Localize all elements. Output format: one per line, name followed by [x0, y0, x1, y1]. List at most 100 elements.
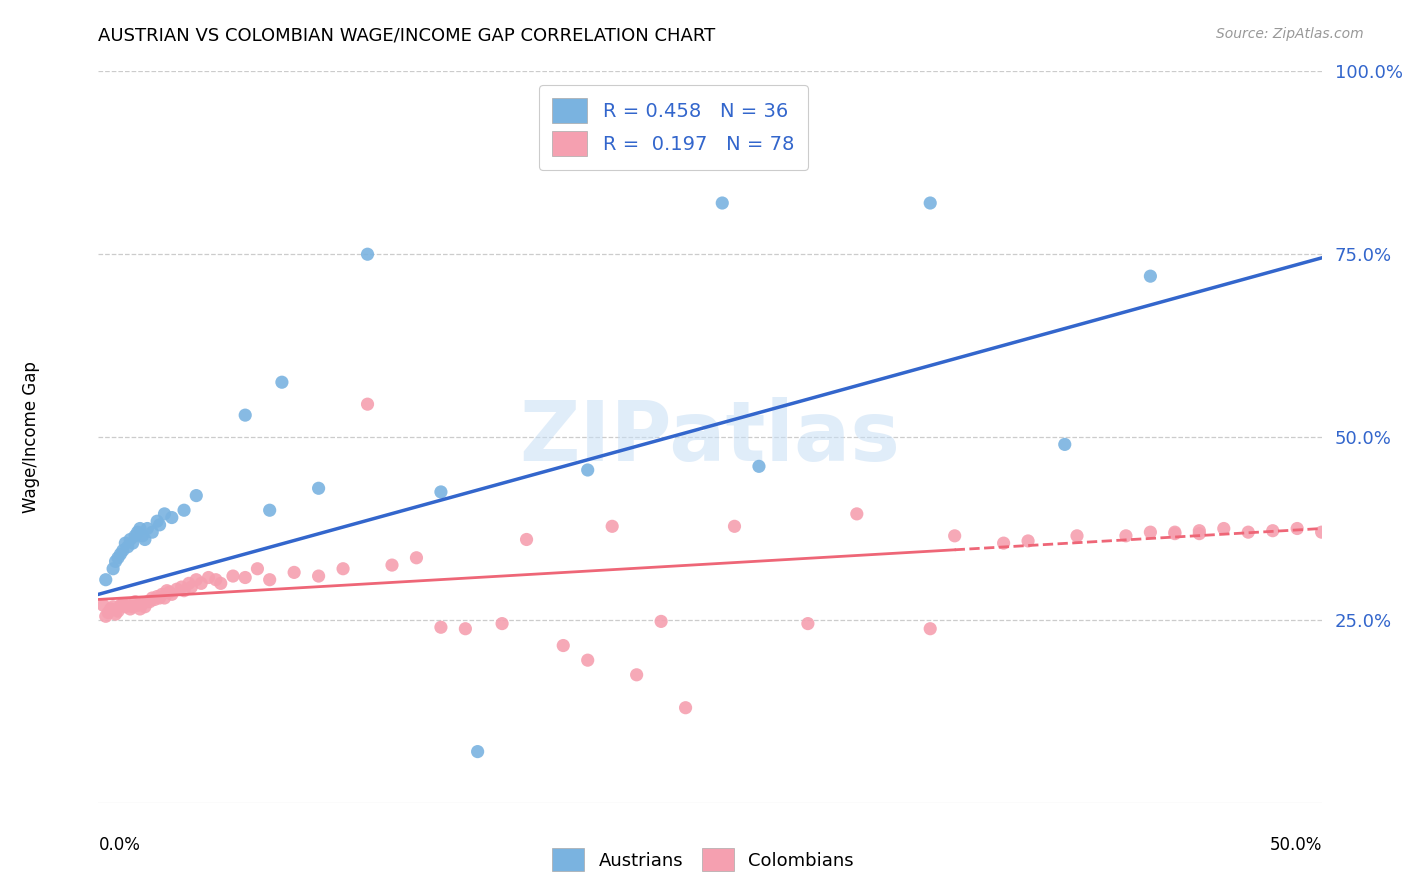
- Point: [381, 558, 404, 573]
- Point: [94, 573, 117, 587]
- Point: [1066, 529, 1088, 543]
- Point: [748, 459, 770, 474]
- Point: [160, 587, 183, 601]
- Point: [1017, 533, 1039, 548]
- Point: [124, 529, 146, 543]
- Point: [626, 667, 648, 681]
- Point: [308, 569, 330, 583]
- Point: [675, 700, 697, 714]
- Point: [134, 599, 156, 614]
- Text: AUSTRIAN VS COLOMBIAN WAGE/INCOME GAP CORRELATION CHART: AUSTRIAN VS COLOMBIAN WAGE/INCOME GAP CO…: [98, 27, 716, 45]
- Point: [107, 550, 129, 565]
- Point: [1115, 529, 1137, 543]
- Point: [308, 481, 330, 495]
- Point: [141, 525, 163, 540]
- Text: Source: ZipAtlas.com: Source: ZipAtlas.com: [1216, 27, 1364, 41]
- Point: [186, 489, 208, 503]
- Point: [553, 639, 575, 653]
- Point: [153, 591, 176, 605]
- Point: [110, 547, 132, 561]
- Point: [209, 576, 232, 591]
- Text: ZIPatlas: ZIPatlas: [520, 397, 900, 477]
- Point: [920, 622, 942, 636]
- Point: [173, 583, 195, 598]
- Point: [177, 576, 200, 591]
- Point: [157, 585, 180, 599]
- Point: [120, 602, 142, 616]
- Point: [166, 582, 188, 597]
- Point: [111, 597, 134, 611]
- Point: [104, 607, 127, 621]
- Point: [153, 507, 176, 521]
- Point: [1237, 525, 1260, 540]
- Point: [104, 554, 127, 568]
- Point: [186, 573, 208, 587]
- Point: [259, 573, 281, 587]
- Point: [136, 521, 159, 535]
- Point: [121, 599, 143, 614]
- Point: [233, 408, 256, 422]
- Point: [430, 485, 453, 500]
- Point: [101, 562, 124, 576]
- Point: [139, 594, 162, 608]
- Point: [430, 620, 453, 634]
- Point: [1310, 525, 1333, 540]
- Point: [1212, 521, 1234, 535]
- Point: [600, 519, 623, 533]
- Text: Wage/Income Gap: Wage/Income Gap: [22, 361, 41, 513]
- Point: [141, 591, 163, 605]
- Point: [283, 566, 305, 580]
- Point: [131, 597, 153, 611]
- Point: [170, 580, 193, 594]
- Text: 50.0%: 50.0%: [1270, 836, 1322, 854]
- Point: [576, 463, 599, 477]
- Point: [149, 591, 172, 605]
- Point: [356, 247, 378, 261]
- Point: [97, 606, 120, 620]
- Point: [124, 594, 146, 608]
- Point: [136, 594, 159, 608]
- Point: [845, 507, 868, 521]
- Point: [180, 580, 202, 594]
- Point: [129, 521, 152, 535]
- Point: [127, 599, 149, 613]
- Point: [150, 587, 173, 601]
- Point: [797, 616, 820, 631]
- Point: [259, 503, 281, 517]
- Point: [711, 196, 734, 211]
- Point: [943, 529, 966, 543]
- Point: [454, 622, 477, 636]
- Point: [1139, 525, 1161, 540]
- Text: 0.0%: 0.0%: [98, 836, 141, 854]
- Point: [117, 540, 139, 554]
- Point: [146, 590, 169, 604]
- Legend: R = 0.458   N = 36, R =  0.197   N = 78: R = 0.458 N = 36, R = 0.197 N = 78: [538, 85, 808, 169]
- Point: [100, 602, 122, 616]
- Point: [723, 519, 745, 533]
- Point: [222, 569, 245, 583]
- Point: [190, 576, 212, 591]
- Point: [1164, 525, 1187, 540]
- Point: [101, 599, 124, 614]
- Point: [114, 599, 136, 614]
- Point: [1286, 521, 1309, 535]
- Point: [121, 536, 143, 550]
- Point: [143, 592, 166, 607]
- Point: [467, 745, 489, 759]
- Point: [246, 562, 269, 576]
- Point: [173, 503, 195, 517]
- Point: [127, 525, 149, 540]
- Point: [94, 609, 117, 624]
- Point: [205, 573, 228, 587]
- Point: [120, 533, 142, 547]
- Point: [146, 514, 169, 528]
- Point: [110, 599, 132, 613]
- Point: [1139, 269, 1161, 284]
- Point: [197, 570, 219, 584]
- Point: [650, 615, 672, 629]
- Point: [270, 376, 294, 390]
- Point: [156, 583, 179, 598]
- Point: [993, 536, 1015, 550]
- Point: [1164, 526, 1187, 541]
- Point: [114, 536, 136, 550]
